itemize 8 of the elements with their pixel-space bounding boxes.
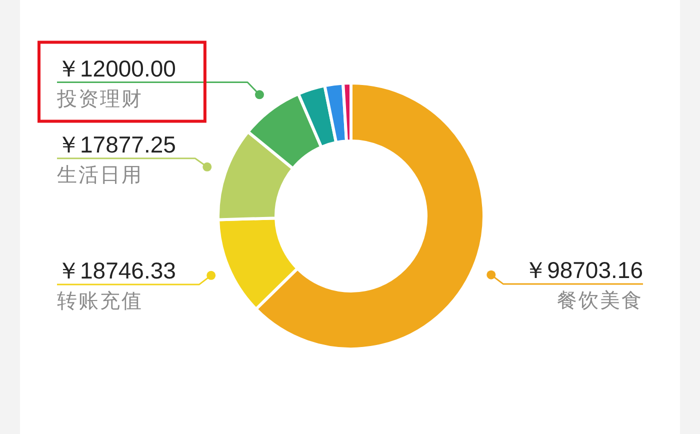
- data-label: ￥12000.00: [57, 55, 176, 82]
- data-label: ￥17877.25: [57, 131, 176, 158]
- slice-label: 投资理财: [56, 88, 143, 110]
- data-label: ￥18746.33: [57, 258, 176, 284]
- slice-label: 生活日用: [57, 164, 143, 186]
- data-label: ￥98703.16: [524, 256, 643, 283]
- slice-label: 转账充值: [57, 290, 143, 313]
- slice-label: 餐饮美食: [557, 288, 643, 312]
